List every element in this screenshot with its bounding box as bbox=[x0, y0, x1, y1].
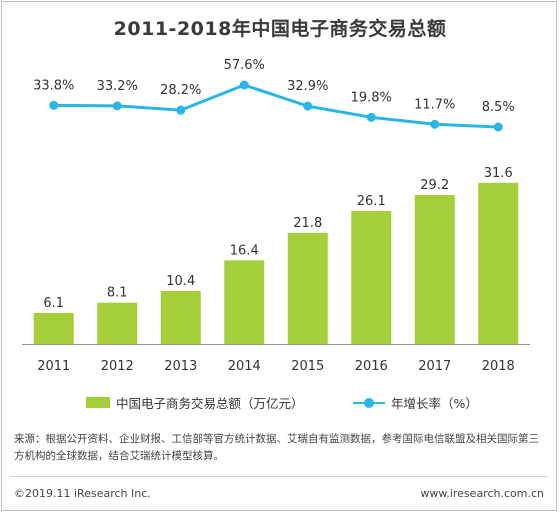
legend-line-swatch bbox=[353, 397, 385, 409]
x-tick-label: 2017 bbox=[418, 359, 451, 374]
x-tick-label: 2012 bbox=[101, 359, 134, 374]
bar-value-label: 16.4 bbox=[230, 243, 259, 258]
bar-value-label: 26.1 bbox=[357, 194, 386, 209]
x-tick-label: 2015 bbox=[291, 359, 324, 374]
bar bbox=[414, 195, 455, 344]
bar-value-label: 21.8 bbox=[293, 216, 322, 231]
bar-value-label: 29.2 bbox=[420, 178, 449, 193]
bar-value-label: 31.6 bbox=[484, 166, 513, 181]
legend-item-line: 年增长率（%） bbox=[353, 393, 478, 412]
legend-bar-label: 中国电子商务交易总额（万亿元） bbox=[116, 396, 304, 411]
bar bbox=[351, 210, 392, 344]
growth-value-label: 19.8% bbox=[351, 90, 392, 105]
growth-point bbox=[239, 80, 249, 90]
bar bbox=[478, 182, 519, 344]
x-tick-label: 2013 bbox=[164, 359, 197, 374]
chart-plot: 6.1 2011 8.1 2012 10.4 2013 16.4 2014 21.8 2015 26… bbox=[22, 58, 530, 374]
bar-value-label: 10.4 bbox=[166, 274, 195, 289]
bar bbox=[33, 312, 74, 344]
growth-line bbox=[53, 83, 499, 129]
growth-point bbox=[430, 119, 440, 129]
chart-title: 2011-2018年中国电子商务交易总额 bbox=[113, 18, 447, 40]
legend: 中国电子商务交易总额（万亿元） 年增长率（%） bbox=[0, 393, 560, 413]
growth-value-label: 33.8% bbox=[33, 78, 74, 93]
growth-point bbox=[303, 101, 313, 111]
growth-point bbox=[49, 100, 59, 110]
legend-item-bar: 中国电子商务交易总额（万亿元） bbox=[86, 393, 304, 412]
growth-point bbox=[493, 122, 503, 132]
growth-value-label: 11.7% bbox=[414, 97, 455, 112]
bar bbox=[160, 290, 201, 344]
website-link[interactable]: www.iresearch.com.cn bbox=[420, 487, 544, 500]
bar bbox=[224, 260, 265, 344]
growth-value-label: 57.6% bbox=[224, 58, 265, 73]
growth-point bbox=[176, 105, 186, 115]
bar-value-label: 6.1 bbox=[43, 296, 64, 311]
footer-divider bbox=[10, 476, 548, 477]
x-tick-label: 2014 bbox=[228, 359, 261, 374]
bar-value-label: 8.1 bbox=[107, 286, 128, 301]
copyright-text: ©2019.11 iResearch Inc. bbox=[14, 487, 151, 500]
bar bbox=[97, 302, 138, 344]
bar bbox=[287, 232, 328, 344]
growth-value-label: 8.5% bbox=[482, 100, 515, 115]
legend-line-label: 年增长率（%） bbox=[391, 396, 478, 411]
x-tick-label: 2018 bbox=[482, 359, 515, 374]
legend-bar-swatch bbox=[86, 397, 110, 408]
growth-value-label: 28.2% bbox=[160, 83, 201, 98]
x-tick-label: 2016 bbox=[355, 359, 388, 374]
growth-point bbox=[366, 112, 376, 122]
source-note: 来源：根据公开资料、企业财报、工信部等官方统计数据、艾瑞自有监测数据，参考国际电… bbox=[14, 433, 539, 462]
x-tick-label: 2011 bbox=[37, 359, 70, 374]
growth-point bbox=[112, 101, 122, 111]
growth-value-label: 33.2% bbox=[97, 79, 138, 94]
growth-value-label: 32.9% bbox=[287, 79, 328, 94]
